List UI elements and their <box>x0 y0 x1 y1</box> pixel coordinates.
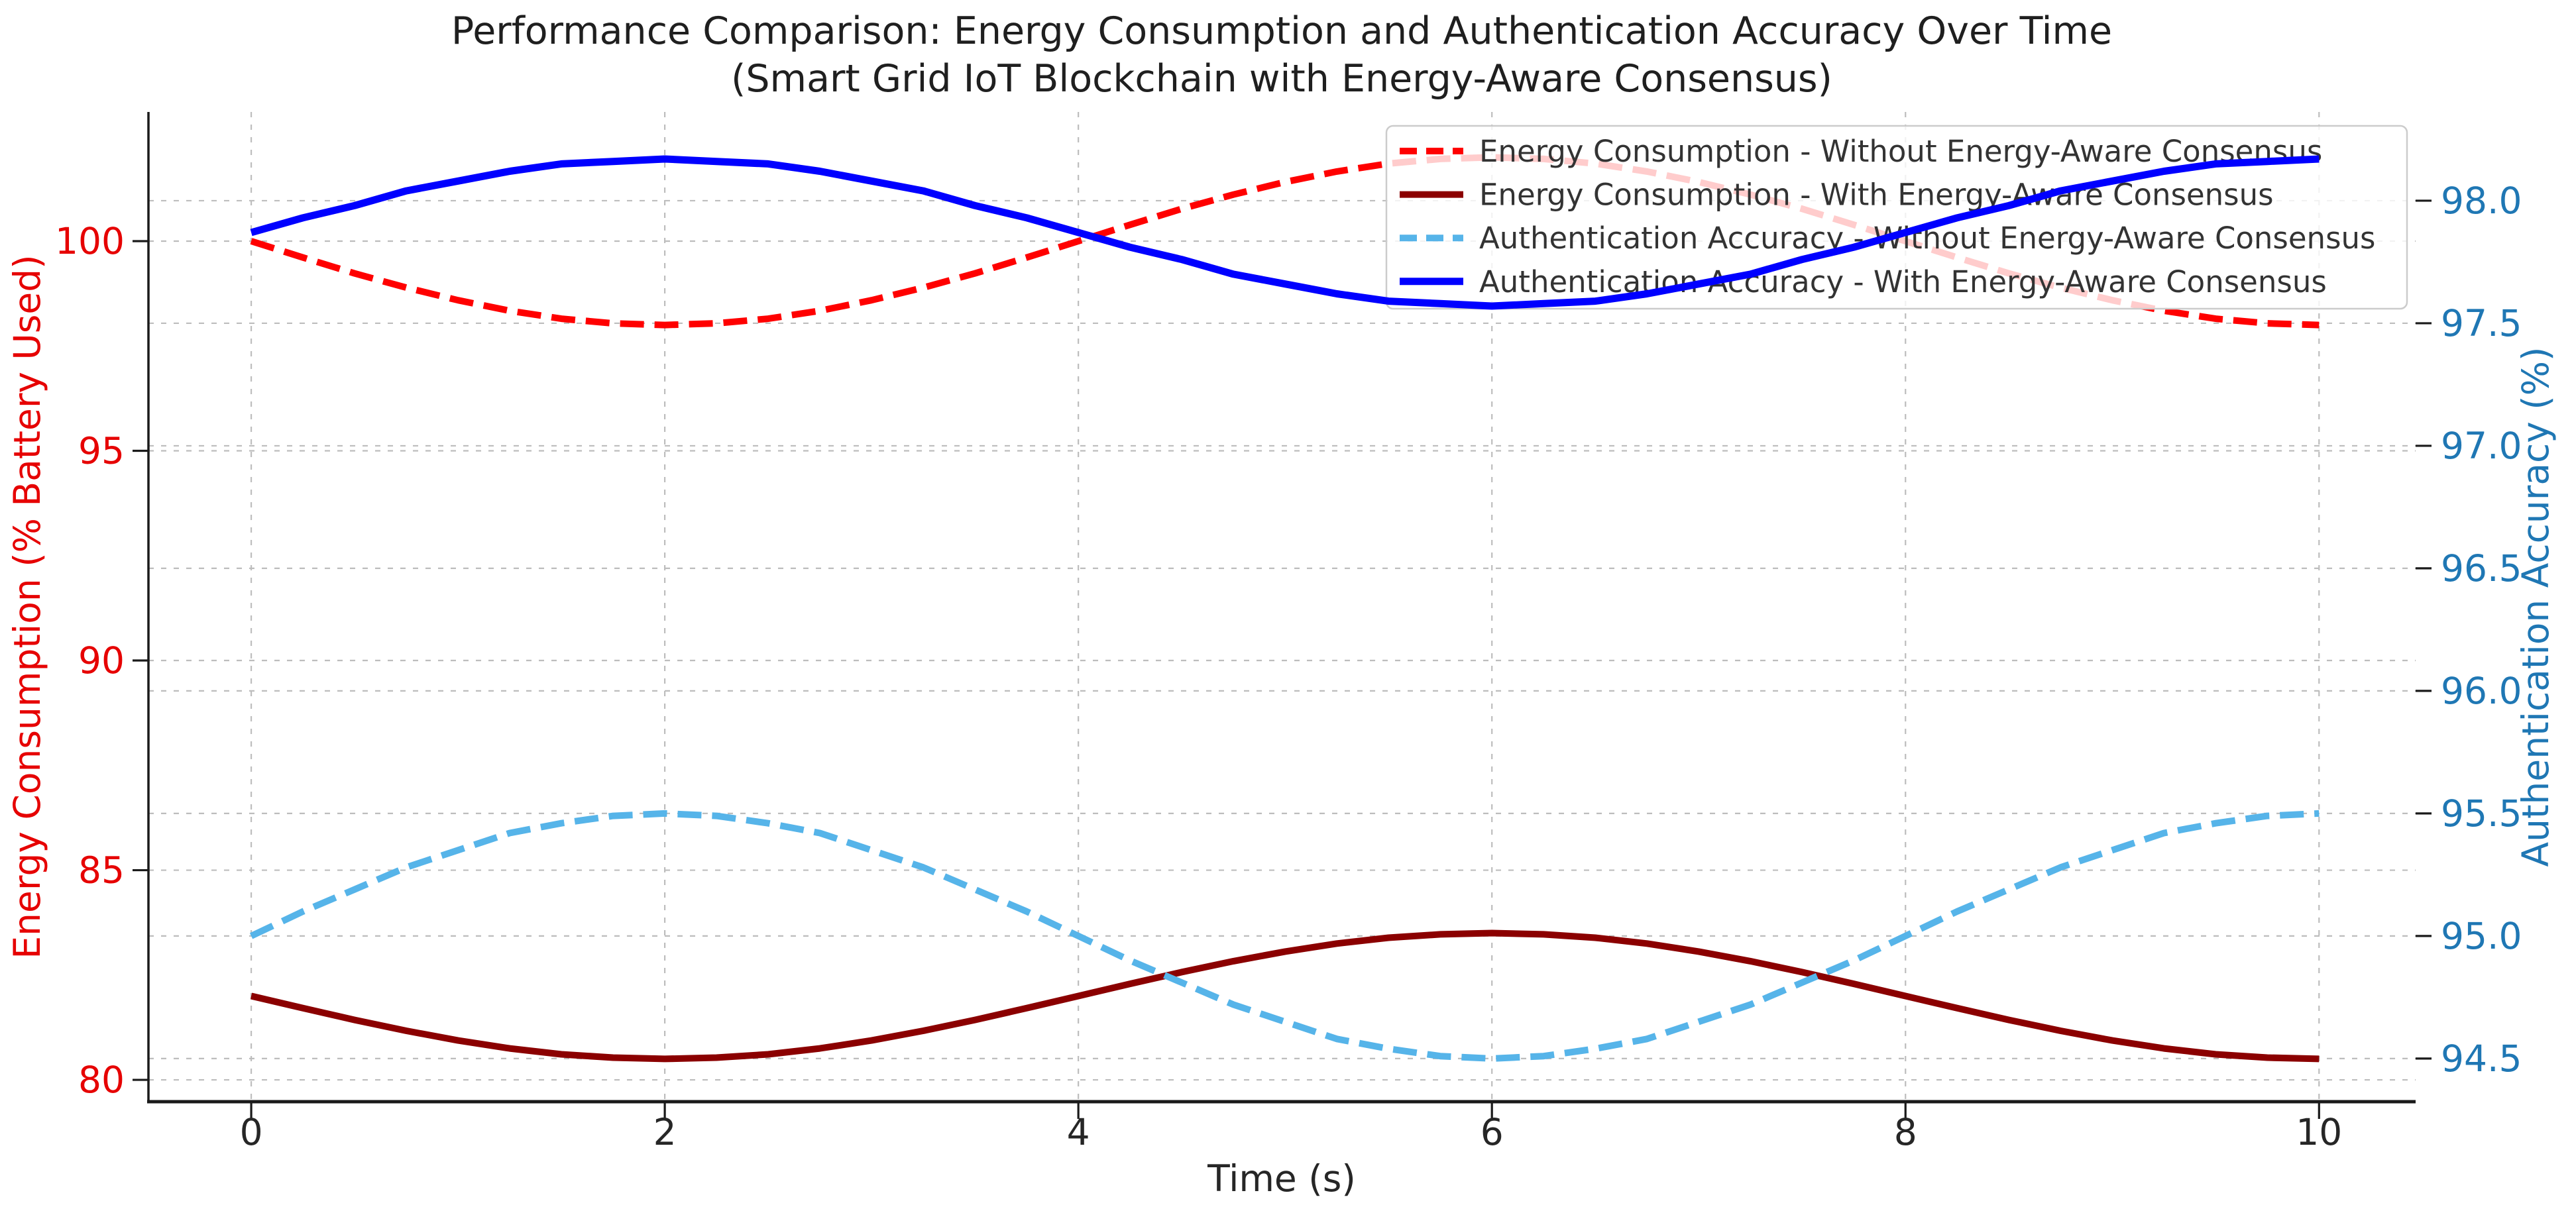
x-tick-label: 6 <box>1481 1111 1504 1153</box>
x-tick-label: 0 <box>240 1111 263 1153</box>
y-axis-label-right: Authentication Accuracy (%) <box>2514 347 2557 867</box>
legend-label-0: Energy Consumption - Without Energy-Awar… <box>1479 134 2322 169</box>
legend-label-1: Energy Consumption - With Energy-Aware C… <box>1479 178 2274 213</box>
y-right-tick-label: 94.5 <box>2441 1037 2522 1080</box>
y-left-tick-label: 90 <box>78 639 125 682</box>
y-right-tick-label: 97.0 <box>2441 425 2522 467</box>
y-axis-label-left: Energy Consumption (% Battery Used) <box>6 254 48 959</box>
legend-label-3: Authentication Accuracy - With Energy-Aw… <box>1479 264 2327 299</box>
y-left-tick-label: 100 <box>55 220 125 262</box>
x-tick-label: 10 <box>2296 1111 2342 1153</box>
y-right-tick-label: 96.0 <box>2441 670 2522 712</box>
y-right-tick-label: 98.0 <box>2441 180 2522 222</box>
y-left-tick-label: 85 <box>78 849 125 892</box>
series-line-2 <box>249 810 2320 1062</box>
chart-subtitle: (Smart Grid IoT Blockchain with Energy-A… <box>731 57 1832 101</box>
grid-layer <box>148 112 2416 1102</box>
y-right-tick-label: 95.5 <box>2441 792 2522 835</box>
chart-title: Performance Comparison: Energy Consumpti… <box>451 9 2112 53</box>
x-tick-label: 4 <box>1067 1111 1090 1153</box>
x-axis-label: Time (s) <box>1207 1157 1356 1200</box>
axes-layer: 0 2 4 6 8 10 80 85 90 95 100 94.5 95.0 95.5 96.0 96.5 97… <box>55 112 2522 1153</box>
x-tick-label: 2 <box>653 1111 677 1153</box>
series-line-3 <box>250 155 2320 310</box>
y-right-tick-label: 97.5 <box>2441 302 2522 344</box>
y-left-tick-label: 95 <box>78 430 125 472</box>
y-right-tick-label: 96.5 <box>2441 547 2522 590</box>
y-left-tick-label: 80 <box>78 1059 125 1101</box>
y-right-tick-label: 95.0 <box>2441 915 2522 957</box>
series-line-1 <box>250 929 2320 1063</box>
x-tick-label: 8 <box>1894 1111 1917 1153</box>
legend: Energy Consumption - Without Energy-Awar… <box>1385 125 2408 310</box>
series-top-layer <box>250 155 2320 310</box>
